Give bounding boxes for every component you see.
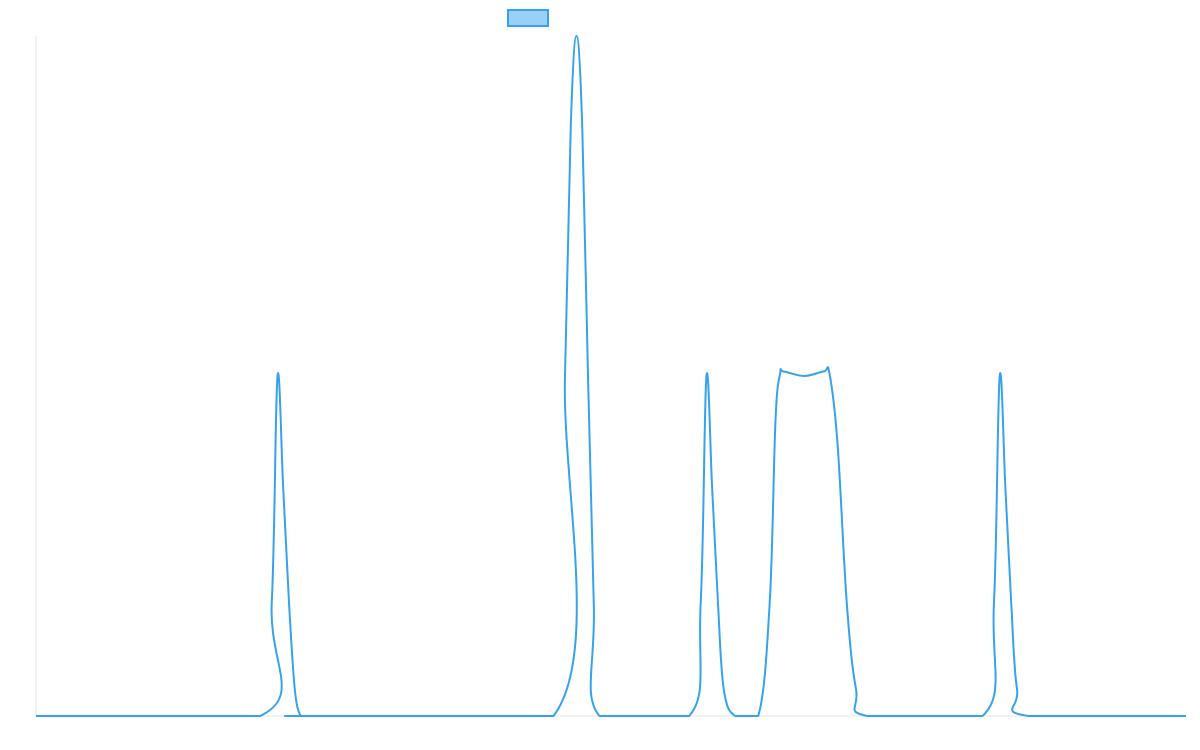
series-line	[36, 35, 1186, 718]
legend-swatch[interactable]	[507, 9, 549, 27]
